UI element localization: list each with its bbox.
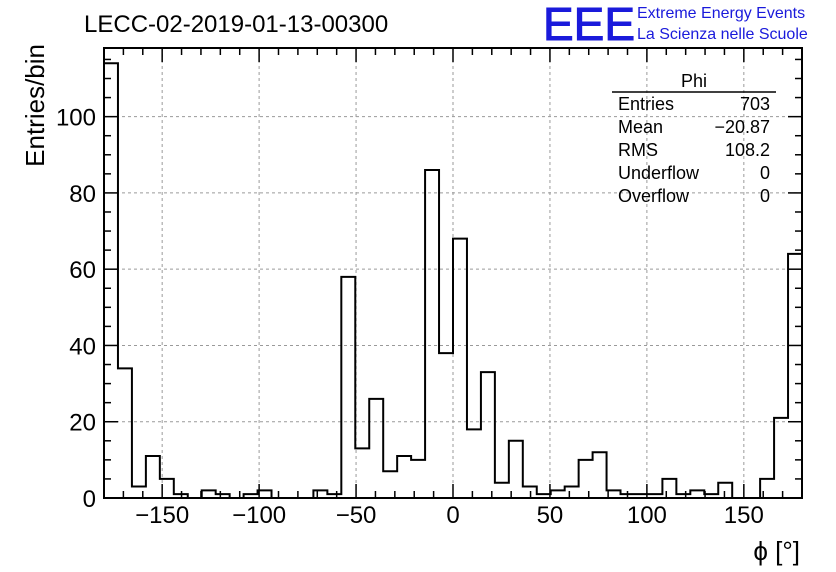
histogram-bin — [244, 494, 258, 498]
histogram-bin — [774, 418, 788, 498]
histogram-bin — [146, 456, 160, 498]
stats-value: −20.87 — [714, 117, 770, 137]
y-tick-label: 80 — [69, 181, 96, 208]
logo-line1: Extreme Energy Events — [637, 5, 805, 22]
stats-value: 108.2 — [725, 140, 770, 160]
stats-box-name: Phi — [681, 71, 707, 91]
histogram-bin — [718, 483, 732, 498]
plot-frame — [103, 47, 803, 499]
histogram-bin — [621, 494, 635, 498]
x-tick-label: −150 — [135, 502, 189, 529]
histogram-bin — [648, 494, 662, 498]
histogram-bin — [788, 254, 802, 498]
logo-line2: La Scienza nelle Scuole — [637, 26, 808, 43]
histogram-bin — [509, 441, 523, 498]
histogram-bin — [160, 479, 174, 498]
stats-value: 0 — [760, 186, 770, 206]
histogram-bin — [704, 494, 718, 498]
histogram-bin — [551, 490, 565, 498]
x-tick-label: 150 — [724, 502, 764, 529]
axis-ticks: −150 −100 −50 0 50 100 150 0 20 40 60 80 100 — [56, 48, 802, 529]
histogram-bin — [607, 490, 621, 498]
x-tick-label: 100 — [627, 502, 667, 529]
stats-value: 0 — [760, 163, 770, 183]
histogram-bin — [132, 487, 146, 498]
histogram-bin — [425, 170, 439, 498]
stats-label: Overflow — [618, 186, 690, 206]
eee-logo: EEE Extreme Energy Events La Scienza nel… — [543, 0, 808, 51]
stats-label: Mean — [618, 117, 663, 137]
histogram-bin — [495, 483, 509, 498]
x-tick-label: 0 — [446, 502, 459, 529]
histogram-bin — [216, 494, 230, 498]
histogram-bin — [593, 452, 607, 498]
stats-label: Entries — [618, 94, 674, 114]
y-tick-label: 60 — [69, 257, 96, 284]
histogram-bin — [579, 460, 593, 498]
histogram-bin — [453, 239, 467, 498]
histogram-line — [103, 62, 803, 499]
histogram-bin — [174, 494, 188, 498]
histogram-bin — [481, 372, 495, 498]
histogram-bin — [202, 490, 216, 498]
stats-label: Underflow — [618, 163, 700, 183]
y-tick-label: 0 — [83, 486, 96, 513]
stats-value: 703 — [740, 94, 770, 114]
histogram-bin — [634, 494, 648, 498]
histogram-bin — [258, 490, 272, 498]
histogram-bin — [341, 277, 355, 498]
histogram-bin — [537, 494, 551, 498]
x-tick-label: −100 — [232, 502, 286, 529]
histogram-bin — [676, 494, 690, 498]
histogram-bin — [411, 460, 425, 498]
chart-title: LECC-02-2019-01-13-00300 — [84, 11, 388, 38]
y-axis-label: Entries/bin — [20, 44, 50, 167]
x-tick-label: −50 — [336, 502, 377, 529]
histogram-bin — [118, 368, 132, 498]
histogram-bin — [662, 479, 676, 498]
histogram-bin — [355, 448, 369, 498]
x-axis-label: ϕ [°] — [753, 536, 800, 566]
histogram-bin — [383, 471, 397, 498]
stats-box: Phi Entries 703 Mean −20.87 RMS 108.2 Underflo… — [612, 71, 776, 206]
histogram-bin — [369, 399, 383, 498]
y-tick-label: 100 — [56, 105, 96, 132]
histogram-bin — [397, 456, 411, 498]
histogram-bin — [327, 494, 341, 498]
histogram-bin — [565, 487, 579, 498]
histogram-bin — [439, 353, 453, 498]
stats-label: RMS — [618, 140, 658, 160]
histogram-bin — [760, 479, 774, 498]
histogram-bin — [523, 487, 537, 498]
histogram-bin — [467, 429, 481, 498]
histogram-bin — [313, 490, 327, 498]
histogram-bin — [104, 63, 118, 498]
x-tick-label: 50 — [537, 502, 564, 529]
logo-mark: EEE — [543, 0, 635, 50]
y-tick-label: 40 — [69, 333, 96, 360]
histogram-bin — [690, 490, 704, 498]
y-tick-label: 20 — [69, 410, 96, 437]
